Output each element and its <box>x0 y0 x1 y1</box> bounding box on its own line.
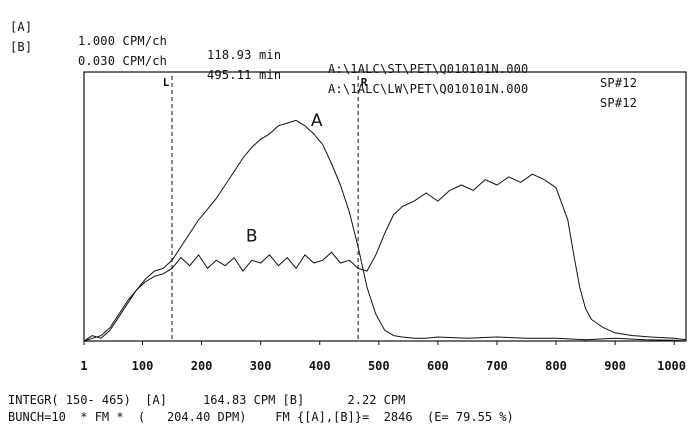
plot-frame <box>83 71 687 342</box>
series-label-a: A <box>311 111 323 131</box>
spectrum-number: SP#12 <box>600 76 638 90</box>
x-tick-label: 700 <box>486 359 508 373</box>
series-label-b: B <box>246 226 258 246</box>
time-value: 118.93 min <box>207 48 282 62</box>
footer-line-1: INTEGR( 150- 465) [A] 164.83 CPM [B] 2.2… <box>0 379 405 407</box>
series-line-b <box>83 173 687 342</box>
x-axis-ticks: 1 100 200 300 400 500 600 700 800 900 1000 <box>80 341 686 373</box>
x-tick-label: 900 <box>604 359 626 373</box>
rate-value: 0.030 CPM/ch <box>78 54 168 68</box>
marker-label-l: L <box>163 76 170 89</box>
x-tick-label: 1000 <box>657 359 686 373</box>
x-tick-label: 800 <box>545 359 567 373</box>
x-tick-label: 1 <box>80 359 87 373</box>
x-tick-label: 100 <box>132 359 154 373</box>
rate-value: 1.000 CPM/ch <box>78 34 168 48</box>
x-tick-label: 300 <box>250 359 272 373</box>
footer-line-2: BUNCH=10 * FM * ( 204.40 DPM) FM {[A],[B… <box>0 396 514 424</box>
marker-label-r: R <box>361 76 368 89</box>
spectrum-number: SP#12 <box>600 96 638 110</box>
x-tick-label: 400 <box>309 359 331 373</box>
series-id: [A] <box>10 20 33 34</box>
x-tick-label: 500 <box>368 359 390 373</box>
x-tick-label: 200 <box>191 359 213 373</box>
series-labels: AB <box>246 111 323 247</box>
file-path: A:\1ALC\LW\PET\Q010101N.000 <box>328 82 529 96</box>
bunch-summary: BUNCH=10 * FM * ( 204.40 DPM) FM {[A],[B… <box>8 410 514 424</box>
series-group <box>83 119 687 342</box>
series-line-a <box>83 119 687 342</box>
integration-summary: INTEGR( 150- 465) [A] 164.83 CPM [B] 2.2… <box>8 393 406 407</box>
x-tick-label: 600 <box>427 359 449 373</box>
series-id: [B] <box>10 40 33 54</box>
